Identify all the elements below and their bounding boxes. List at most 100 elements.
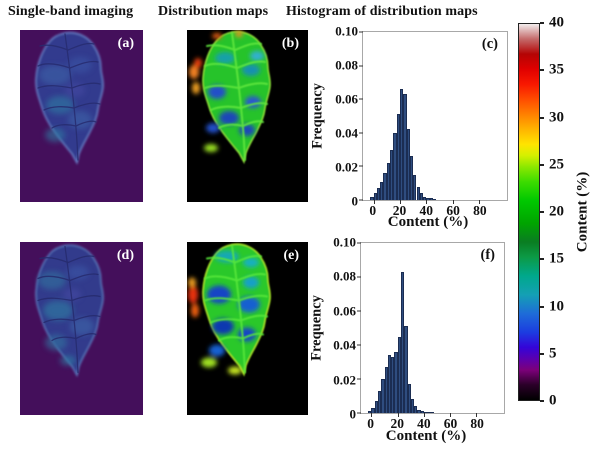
y-tick-mark	[357, 412, 361, 414]
y-tick-mark	[359, 132, 363, 134]
histogram-bar	[407, 384, 411, 413]
y-tick-labels-f: 0 0.02 0.04 0.06 0.08 0.10	[320, 236, 356, 421]
colorbar-label: Content (%)	[574, 171, 591, 253]
y-tick: 0.06	[333, 303, 356, 319]
histogram-bar	[394, 351, 398, 413]
histogram-bar	[378, 390, 382, 413]
x-tick-mark	[450, 413, 452, 417]
histogram-bar	[427, 412, 431, 413]
histogram-bar	[423, 196, 427, 200]
x-tick: 0	[367, 416, 375, 431]
colorbar-tick-mark	[540, 258, 544, 261]
panel-a-label: (a)	[117, 36, 134, 51]
histogram-bar	[384, 367, 388, 413]
y-tick-mark	[357, 378, 361, 380]
histogram-bar	[390, 149, 394, 200]
colorbar-tick-label: 5	[549, 345, 557, 362]
x-tick: 80	[473, 203, 487, 218]
panel-b-label: (b)	[281, 36, 299, 51]
histogram-bar	[433, 199, 437, 200]
y-tick-mark	[359, 98, 363, 100]
x-tick-mark	[399, 200, 401, 204]
histogram-bar	[380, 181, 384, 200]
x-tick: 80	[470, 416, 484, 431]
x-tick-mark	[371, 413, 373, 417]
header-single-band-imaging: Single-band imaging	[8, 4, 134, 19]
y-tick: 0.10	[335, 23, 358, 39]
y-tick: 0	[349, 406, 357, 422]
histogram-bar	[393, 132, 397, 200]
y-tick: 0.06	[335, 91, 358, 107]
histogram-bar	[419, 193, 424, 200]
plot-area-c: (c)	[359, 31, 508, 204]
colorbar-tick-mark	[540, 69, 544, 72]
header-histogram: Histogram of distribution maps	[286, 4, 478, 19]
histogram-bar	[391, 356, 395, 413]
histogram-bar	[420, 411, 424, 413]
histogram-bar	[397, 336, 401, 413]
y-tick: 0.04	[335, 125, 358, 141]
y-tick-mark	[357, 276, 361, 278]
x-tick-mark	[426, 200, 428, 204]
x-tick: 0	[369, 203, 377, 218]
x-tick-labels-f: 0 20 40 60 80	[360, 415, 505, 431]
y-tick-mark	[359, 65, 363, 67]
histogram-bar	[413, 174, 417, 200]
panel-b-distribution-map: (b)	[187, 30, 308, 202]
x-tick-labels-c: 0 20 40 60 80	[362, 202, 508, 218]
panel-e-distribution-map: (e)	[187, 242, 308, 415]
colorbar-tick-label: 25	[549, 156, 564, 173]
histogram-bar	[383, 173, 387, 200]
x-tick-mark	[452, 200, 454, 204]
y-tick-mark	[357, 242, 361, 244]
y-tick-mark	[359, 199, 363, 201]
leaf-image-distribution-b	[189, 30, 271, 164]
colorbar-tick-label: 15	[549, 250, 564, 267]
histogram-bar	[374, 401, 379, 413]
histogram-bar	[410, 399, 415, 413]
histogram-bar	[414, 406, 418, 413]
y-tick-mark	[359, 31, 363, 33]
colorbar-tick-mark	[540, 400, 544, 402]
y-tick: 0.02	[335, 159, 358, 175]
colorbar-tick-label: 10	[549, 298, 564, 314]
x-tick-mark	[373, 200, 375, 204]
y-tick-mark	[359, 165, 363, 167]
x-tick: 20	[392, 203, 407, 218]
histogram-bar	[371, 407, 375, 413]
y-tick-mark	[357, 344, 361, 346]
histogram-bar	[401, 271, 405, 413]
histogram-bar	[368, 411, 372, 413]
leaf-image-single-band-a	[35, 31, 104, 165]
histogram-bar	[386, 163, 391, 200]
histogram-bar	[430, 412, 434, 413]
histogram-bar	[381, 379, 385, 413]
y-tick: 0.08	[335, 57, 358, 73]
histogram-bar	[416, 186, 420, 200]
histogram-bar	[406, 129, 410, 200]
histogram-bar	[423, 412, 428, 413]
colorbar-tick-mark	[540, 116, 544, 119]
histogram-bar	[396, 114, 400, 200]
histogram-bar	[426, 198, 430, 200]
x-tick: 40	[417, 416, 431, 431]
colorbar-tick-mark	[540, 211, 544, 213]
panel-d-label: (d)	[116, 248, 134, 263]
header-distribution-maps: Distribution maps	[158, 4, 269, 19]
histogram-bar	[373, 193, 377, 200]
colorbar-tick-label: 0	[549, 392, 557, 409]
y-tick: 0.10	[333, 234, 356, 250]
colorbar-tick-label: 35	[549, 61, 564, 78]
colorbar-tick-label: 30	[549, 109, 564, 125]
colorbar-tick-mark	[540, 163, 544, 166]
panel-c-label: (c)	[481, 36, 498, 52]
panel-f-label: (f)	[480, 247, 496, 263]
y-tick: 0.08	[333, 268, 356, 284]
colorbar-tick-label: 20	[549, 203, 564, 220]
x-tick-mark	[397, 413, 399, 417]
y-tick: 0	[351, 193, 359, 209]
y-tick: 0.04	[333, 337, 356, 353]
histogram-bar	[417, 409, 421, 413]
x-tick: 60	[443, 416, 458, 431]
